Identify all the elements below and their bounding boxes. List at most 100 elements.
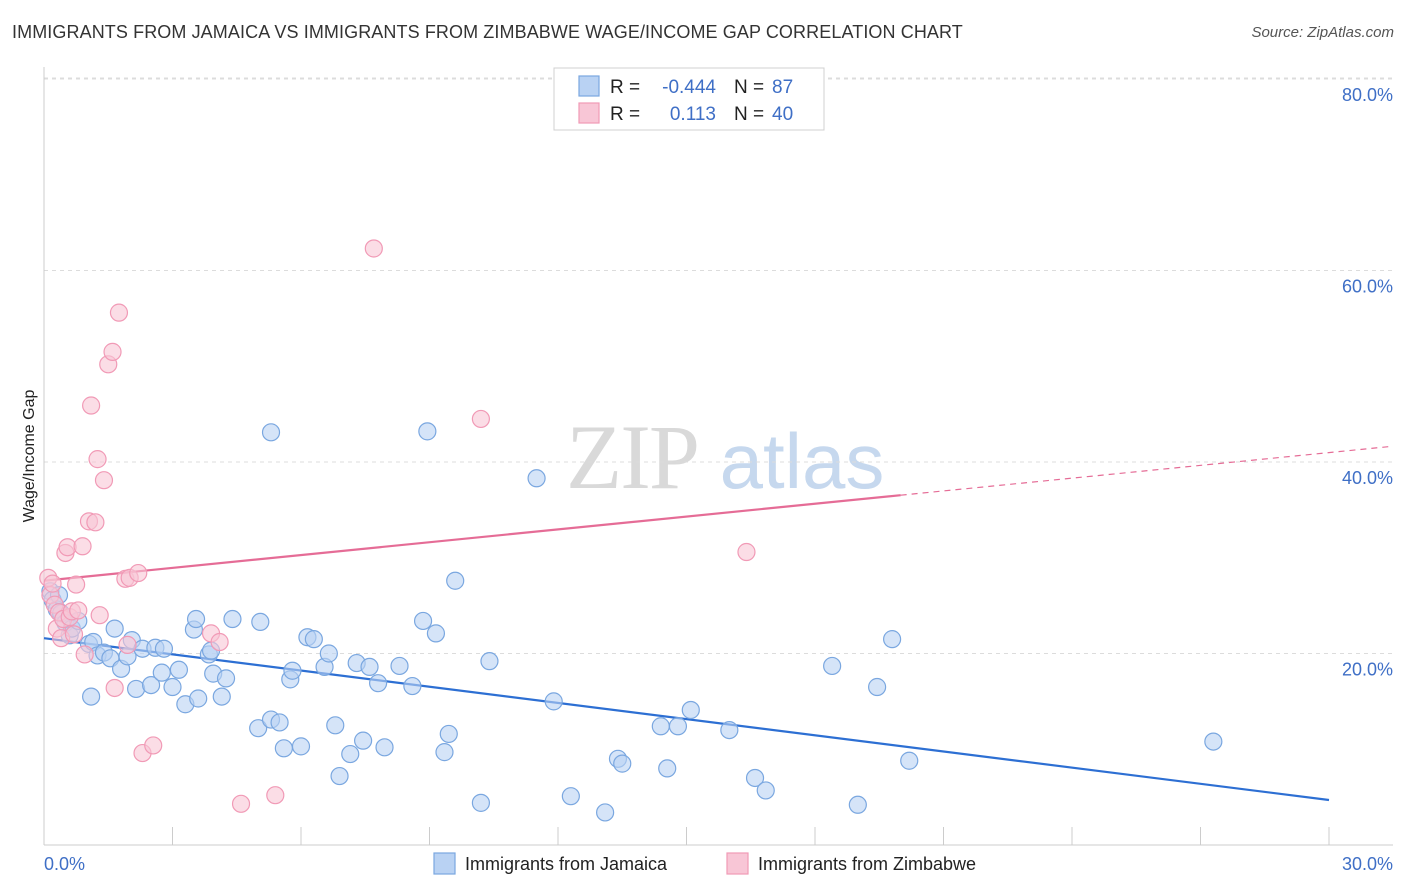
jamaica-point-71 xyxy=(658,759,677,778)
zimbabwe-point-37 xyxy=(364,239,383,258)
zimbabwe-point-16 xyxy=(75,645,94,664)
legend-n-value-2: 40 xyxy=(772,104,793,125)
series-legend: Immigrants from Jamaica Immigrants from … xyxy=(433,852,976,875)
zimbabwe-point-20 xyxy=(88,450,107,469)
bottom-legend-swatch-zimbabwe xyxy=(726,852,749,875)
jamaica-point-58 xyxy=(413,611,433,631)
jamaica-point-56 xyxy=(390,656,409,676)
watermark-zip: ZIP xyxy=(566,406,698,508)
y-tick-label-40: 40.0% xyxy=(1342,468,1393,488)
zimbabwe-point-12 xyxy=(64,625,84,644)
grid-lines xyxy=(44,77,1393,654)
legend-r-value-2: 0.113 xyxy=(670,104,716,125)
jamaica-point-74 xyxy=(720,720,739,740)
jamaica-point-78 xyxy=(848,795,867,814)
jamaica-point-80 xyxy=(882,630,902,649)
y-tick-label-80: 80.0% xyxy=(1342,85,1393,105)
jamaica-point-34 xyxy=(216,669,236,688)
jamaica-point-52 xyxy=(354,731,373,750)
jamaica-point-35 xyxy=(223,609,242,629)
jamaica-point-77 xyxy=(823,656,842,676)
x-tick-min: 0.0% xyxy=(44,854,85,874)
jamaica-point-57 xyxy=(403,676,422,696)
jamaica-point-42 xyxy=(283,661,302,680)
zimbabwe-point-30 xyxy=(129,563,148,583)
legend-n-value-1: 87 xyxy=(772,77,793,98)
jamaica-point-24 xyxy=(154,639,174,658)
jamaica-point-47 xyxy=(319,644,338,663)
jamaica-point-49 xyxy=(330,766,349,786)
jamaica-point-75 xyxy=(745,768,765,788)
jamaica-point-55 xyxy=(375,738,394,757)
zimbabwe-point-24 xyxy=(103,342,122,361)
jamaica-point-45 xyxy=(304,630,323,649)
jamaica-point-83 xyxy=(261,423,281,442)
jamaica-point-76 xyxy=(756,781,775,800)
jamaica-point-40 xyxy=(274,739,293,758)
x-tick-max: 30.0% xyxy=(1342,854,1393,874)
zimbabwe-points xyxy=(39,239,756,813)
zimbabwe-point-35 xyxy=(231,794,251,813)
y-tick-labels: 20.0% 40.0% 60.0% 80.0% xyxy=(1342,85,1393,680)
trend-line-zimbabwe xyxy=(43,494,901,582)
trend-lines xyxy=(43,445,1394,802)
jamaica-point-23 xyxy=(152,663,171,682)
jamaica-point-29 xyxy=(186,609,206,629)
zimbabwe-point-14 xyxy=(69,601,88,620)
jamaica-point-53 xyxy=(360,657,379,677)
jamaica-point-73 xyxy=(681,700,700,720)
jamaica-point-70 xyxy=(651,717,670,736)
zimbabwe-point-19 xyxy=(86,513,105,532)
zimbabwe-point-15 xyxy=(73,537,92,556)
jamaica-point-72 xyxy=(668,717,688,736)
zimbabwe-point-36 xyxy=(266,786,285,805)
watermark: ZIP atlas xyxy=(566,406,884,508)
jamaica-point-85 xyxy=(527,469,546,488)
zimbabwe-point-34 xyxy=(210,632,229,652)
jamaica-point-61 xyxy=(439,724,458,744)
legend-swatch-jamaica xyxy=(578,75,600,97)
zimbabwe-point-39 xyxy=(737,542,756,562)
zimbabwe-point-25 xyxy=(105,678,124,698)
zimbabwe-point-28 xyxy=(118,635,137,654)
jamaica-point-63 xyxy=(471,793,490,812)
jamaica-point-54 xyxy=(369,674,388,693)
zimbabwe-point-22 xyxy=(94,471,114,490)
zimbabwe-point-38 xyxy=(471,409,490,429)
jamaica-point-33 xyxy=(212,687,231,706)
zimbabwe-point-13 xyxy=(67,575,86,594)
y-tick-label-60: 60.0% xyxy=(1342,277,1393,297)
zimbabwe-point-18 xyxy=(82,396,101,415)
axes xyxy=(43,67,1393,846)
bottom-legend-swatch-jamaica xyxy=(433,852,456,875)
jamaica-point-37 xyxy=(251,612,270,632)
jamaica-point-26 xyxy=(169,660,189,679)
jamaica-point-30 xyxy=(189,689,208,708)
legend-r-label-1: R = xyxy=(610,77,640,98)
correlation-legend: R = -0.444 N = 87 R = 0.113 N = 40 xyxy=(553,67,825,131)
jamaica-point-19 xyxy=(126,679,146,699)
jamaica-point-69 xyxy=(613,754,632,773)
jamaica-point-66 xyxy=(561,787,580,806)
jamaica-point-60 xyxy=(435,743,454,762)
zimbabwe-point-21 xyxy=(90,606,109,625)
jamaica-point-82 xyxy=(1204,732,1223,751)
legend-n-label-1: N = xyxy=(734,77,764,98)
source-label: Source: ZipAtlas.com xyxy=(1251,24,1394,41)
jamaica-point-48 xyxy=(326,716,345,735)
y-tick-label-20: 20.0% xyxy=(1342,660,1393,680)
jamaica-point-10 xyxy=(82,687,101,706)
legend-swatch-zimbabwe xyxy=(578,102,600,124)
jamaica-point-36 xyxy=(249,719,268,738)
zimbabwe-point-32 xyxy=(144,736,163,755)
jamaica-point-65 xyxy=(544,692,563,711)
jamaica-point-15 xyxy=(105,619,124,638)
legend-r-label-2: R = xyxy=(610,104,640,125)
jamaica-point-59 xyxy=(426,624,446,643)
jamaica-point-79 xyxy=(868,677,887,697)
legend-r-value-1: -0.444 xyxy=(662,77,716,98)
jamaica-point-43 xyxy=(291,737,311,756)
chart-title: IMMIGRANTS FROM JAMAICA VS IMMIGRANTS FR… xyxy=(12,22,963,42)
jamaica-point-64 xyxy=(480,652,499,671)
